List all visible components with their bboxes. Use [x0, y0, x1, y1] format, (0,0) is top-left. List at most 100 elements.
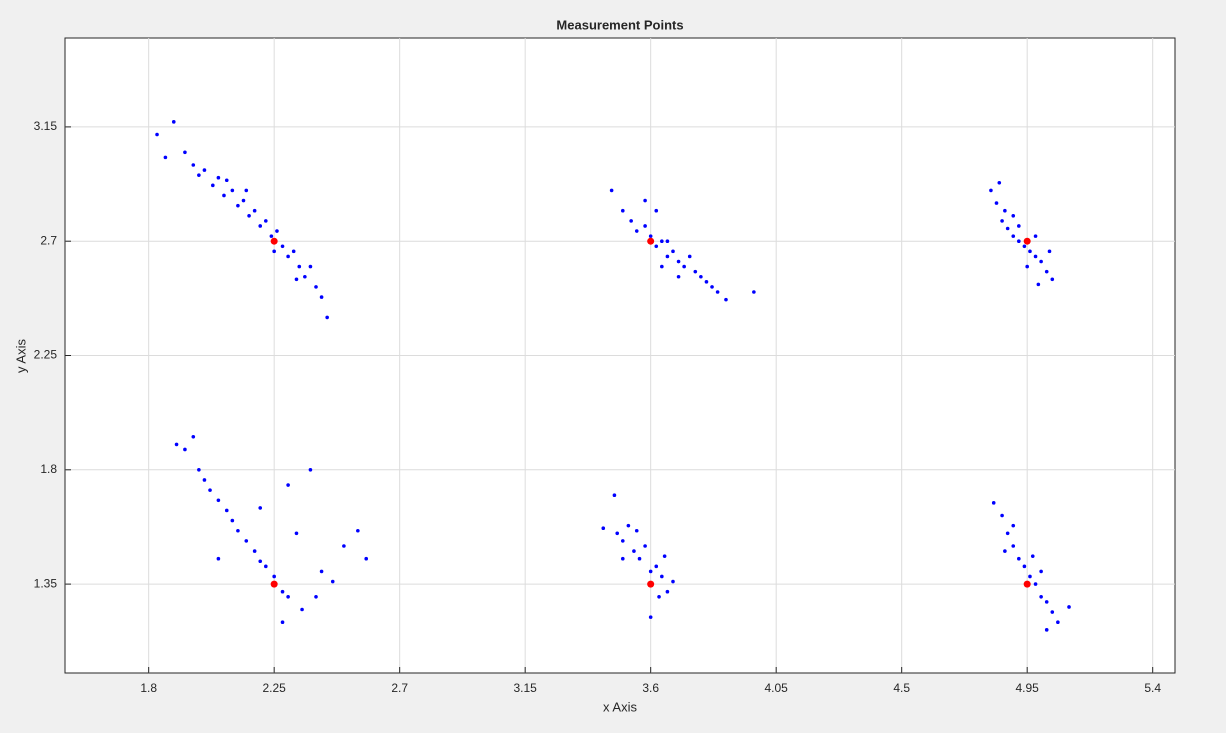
point [657, 595, 661, 599]
point [1017, 224, 1021, 228]
point [1011, 523, 1016, 528]
point [632, 549, 636, 553]
point [171, 120, 176, 124]
point [637, 556, 642, 561]
point [241, 198, 246, 203]
point [615, 531, 620, 536]
point [297, 264, 302, 269]
point [1030, 554, 1035, 558]
point [629, 219, 633, 223]
point [270, 580, 278, 588]
point [183, 447, 187, 452]
point [654, 208, 659, 213]
point [643, 198, 647, 203]
point [236, 203, 240, 208]
x-tick-label: 2.7 [391, 681, 408, 695]
y-tick-label: 2.25 [34, 348, 58, 362]
point [258, 506, 263, 510]
x-tick-label: 2.25 [262, 681, 286, 695]
x-tick-label: 3.15 [513, 681, 537, 695]
point [280, 589, 285, 594]
point [612, 493, 617, 498]
point [676, 274, 681, 279]
point [1036, 282, 1041, 287]
point [319, 569, 324, 574]
point [308, 264, 313, 269]
point [1022, 564, 1027, 569]
point [660, 574, 664, 579]
point [1056, 620, 1060, 624]
point [1039, 569, 1043, 574]
point [364, 556, 369, 561]
point [1003, 549, 1007, 553]
point [264, 564, 268, 569]
point [1022, 244, 1027, 249]
point [665, 239, 670, 243]
point [648, 615, 653, 619]
point [155, 132, 159, 137]
point [1050, 277, 1055, 282]
point [247, 214, 251, 218]
point [1011, 214, 1016, 218]
point [704, 280, 709, 284]
point [1044, 269, 1049, 274]
point [1017, 556, 1021, 561]
point [620, 539, 625, 543]
point [724, 297, 728, 302]
point [1033, 582, 1038, 586]
point [1039, 595, 1043, 599]
point [665, 589, 670, 594]
point [314, 285, 318, 289]
point [1039, 259, 1043, 264]
point [648, 569, 653, 574]
x-tick-label: 1.8 [140, 681, 157, 695]
point [303, 274, 307, 279]
y-tick-label: 3.15 [34, 119, 58, 133]
point [280, 620, 285, 624]
x-axis-label: x Axis [603, 699, 637, 714]
point [620, 556, 625, 561]
point [252, 208, 257, 213]
point [291, 249, 296, 254]
point [1047, 249, 1052, 254]
point [660, 239, 664, 243]
point [654, 564, 659, 569]
point [275, 229, 279, 233]
point [191, 434, 196, 439]
point [244, 188, 249, 193]
point [662, 554, 667, 558]
point [216, 498, 221, 503]
y-tick-label: 1.35 [34, 576, 58, 590]
point [280, 244, 285, 249]
point [270, 237, 278, 245]
point [224, 178, 229, 183]
y-axis-label: y Axis [13, 339, 28, 373]
point [216, 556, 221, 561]
point [634, 528, 639, 533]
point [693, 269, 698, 274]
point [1005, 531, 1010, 536]
point [601, 526, 606, 531]
point [676, 259, 681, 264]
point [197, 468, 201, 472]
point [1044, 600, 1049, 604]
point [208, 488, 212, 492]
point [710, 285, 714, 289]
point [258, 559, 263, 564]
point [202, 478, 207, 482]
point [665, 254, 670, 259]
point [163, 155, 168, 160]
point [620, 208, 625, 213]
point [191, 163, 196, 167]
point [1067, 605, 1071, 609]
point [272, 574, 276, 579]
point [1000, 219, 1004, 223]
point [1050, 610, 1055, 614]
point [1005, 226, 1010, 231]
point [342, 544, 346, 548]
point [660, 264, 664, 269]
point [244, 539, 249, 543]
x-tick-label: 4.5 [893, 681, 910, 695]
